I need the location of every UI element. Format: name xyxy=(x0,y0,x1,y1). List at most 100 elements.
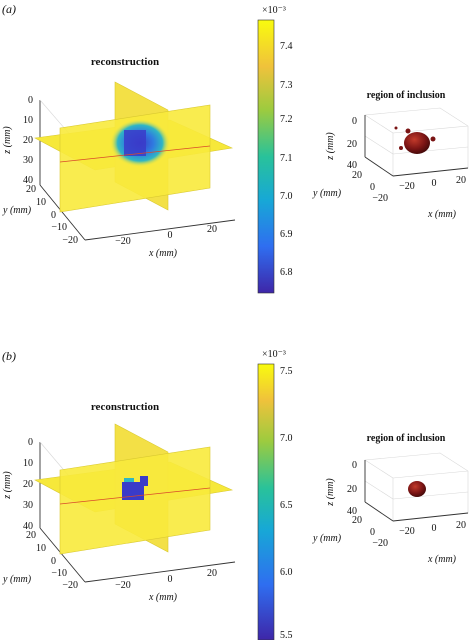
inc-z-label: z (mm) xyxy=(325,478,336,507)
z-tick: 0 xyxy=(28,95,33,106)
intersection-line xyxy=(59,487,211,505)
inclusion-blob-fragment xyxy=(399,146,403,150)
colorbar-tick: 7.0 xyxy=(280,191,293,202)
z-tick: 30 xyxy=(23,500,33,511)
inc-y-label: y (mm) xyxy=(312,533,342,544)
inclusion-title: region of inclusion xyxy=(367,90,446,101)
z-axis-label: z (mm) xyxy=(2,471,13,500)
colorbar-tick: 6.9 xyxy=(280,229,293,240)
colorbar-tick: 7.1 xyxy=(280,153,293,164)
x-tick: 0 xyxy=(168,230,173,241)
inc-y-tick: 20 xyxy=(352,170,362,181)
inc-z-tick: 20 xyxy=(347,139,357,150)
inc-x-tick: 20 xyxy=(456,175,466,186)
inc-x-tick: −20 xyxy=(399,526,415,537)
x-tick: 20 xyxy=(207,224,217,235)
colorbar-tick: 6.5 xyxy=(280,500,293,511)
anomaly-core xyxy=(140,476,148,486)
inclusion-title: region of inclusion xyxy=(367,433,446,444)
x-tick: 0 xyxy=(168,574,173,585)
inc-x-tick: 0 xyxy=(432,178,437,189)
z-axis-label: z (mm) xyxy=(2,126,13,155)
x-axis-label: x (mm) xyxy=(148,248,178,259)
x-tick: −20 xyxy=(115,580,131,591)
panel-b-svg: (b) reconstruction 0 10 20 30 40 z (mm) … xyxy=(2,349,469,640)
inclusion-blob-fragment xyxy=(405,128,411,134)
colorbar: ×10⁻³ 7.5 7.0 6.5 6.0 5.5 xyxy=(257,349,293,640)
figure-panel-a: (a) reconstruction 0 10 20 30 40 z (mm) … xyxy=(2,2,469,294)
inc-x-tick: 20 xyxy=(456,520,466,531)
y-tick: 0 xyxy=(51,210,56,221)
colorbar-gradient xyxy=(257,363,275,640)
inc-z-tick: 0 xyxy=(352,460,357,471)
inc-z-tick: 40 xyxy=(347,160,357,171)
y-tick: 20 xyxy=(26,184,36,195)
colorbar-tick: 5.5 xyxy=(280,630,293,640)
y-axis-ticks: 20 10 0 −10 −20 xyxy=(26,184,78,246)
xz-slice xyxy=(59,446,211,555)
reconstruction-slices xyxy=(34,81,234,213)
colorbar-gradient xyxy=(257,19,275,294)
x-axis-ticks: −20 0 20 xyxy=(115,568,217,591)
colorbar-tick: 7.4 xyxy=(280,41,293,52)
colorbar-exponent: ×10⁻³ xyxy=(262,349,286,360)
y-tick: 10 xyxy=(36,197,46,208)
z-axis-ticks: 0 10 20 30 40 xyxy=(23,95,33,186)
x-axis-ticks: −20 0 20 xyxy=(115,224,217,247)
z-tick: 0 xyxy=(28,437,33,448)
x-axis-label: x (mm) xyxy=(148,592,178,603)
y-tick: −20 xyxy=(62,235,78,246)
panel-label: (b) xyxy=(2,349,16,363)
intersection-line xyxy=(59,145,211,163)
inc-x-tick: 0 xyxy=(432,523,437,534)
inclusion-axes: 0 20 40 z (mm) 20 0 −20 y (mm) −20 0 20 … xyxy=(312,452,469,565)
inc-x-tick: −20 xyxy=(399,181,415,192)
z-tick: 10 xyxy=(23,115,33,126)
inclusion-blob xyxy=(408,481,426,497)
inc-z-tick: 20 xyxy=(347,484,357,495)
colorbar-tick: 7.3 xyxy=(280,80,293,91)
y-tick: −20 xyxy=(62,580,78,591)
inclusion-blob-main xyxy=(404,132,430,154)
colorbar: ×10⁻³ 7.4 7.3 7.2 7.1 7.0 6.9 6.8 xyxy=(257,5,293,294)
figure-panel-b: (b) reconstruction 0 10 20 30 40 z (mm) … xyxy=(0,320,474,640)
y-axis-ticks: 20 10 0 −10 −20 xyxy=(26,530,78,591)
y-tick: 10 xyxy=(36,543,46,554)
colorbar-tick: 6.0 xyxy=(280,567,293,578)
inc-y-tick: −20 xyxy=(372,538,388,549)
z-axis-ticks: 0 10 20 30 40 xyxy=(23,437,33,532)
reconstruction-axes: 0 10 20 30 40 z (mm) 20 10 0 −10 −20 y (… xyxy=(2,95,236,259)
z-tick: 10 xyxy=(23,458,33,469)
z-tick: 20 xyxy=(23,135,33,146)
x-tick: 20 xyxy=(207,568,217,579)
inc-y-tick: −20 xyxy=(372,193,388,204)
inc-y-label: y (mm) xyxy=(312,188,342,199)
colorbar-tick: 6.8 xyxy=(280,267,293,278)
colorbar-tick: 7.0 xyxy=(280,433,293,444)
colorbar-tick: 7.2 xyxy=(280,114,293,125)
inc-x-label: x (mm) xyxy=(427,209,457,220)
reconstruction-title: reconstruction xyxy=(91,401,159,413)
z-tick: 20 xyxy=(23,479,33,490)
y-tick: 20 xyxy=(26,530,36,541)
reconstruction-axes: 0 10 20 30 40 z (mm) 20 10 0 −10 −20 y (… xyxy=(2,437,236,603)
colorbar-exponent: ×10⁻³ xyxy=(262,5,286,16)
inc-y-tick: 0 xyxy=(370,182,375,193)
inc-y-tick: 0 xyxy=(370,527,375,538)
colorbar-tick: 7.5 xyxy=(280,366,293,377)
inclusion-blob-fragment xyxy=(430,136,436,142)
inc-y-tick: 20 xyxy=(352,515,362,526)
inclusion-blob-main xyxy=(408,481,426,497)
inclusion-blob-fragment xyxy=(394,126,398,130)
inc-z-tick: 0 xyxy=(352,116,357,127)
panel-label: (a) xyxy=(2,2,16,16)
reconstruction-title: reconstruction xyxy=(91,56,159,68)
x-tick: −20 xyxy=(115,236,131,247)
inc-z-tick: 40 xyxy=(347,506,357,517)
y-axis-label: y (mm) xyxy=(2,205,32,216)
y-tick: −10 xyxy=(51,568,67,579)
panel-a-svg: (a) reconstruction 0 10 20 30 40 z (mm) … xyxy=(2,2,469,294)
z-tick: 40 xyxy=(23,175,33,186)
y-tick: −10 xyxy=(51,222,67,233)
reconstruction-slices xyxy=(34,423,234,555)
